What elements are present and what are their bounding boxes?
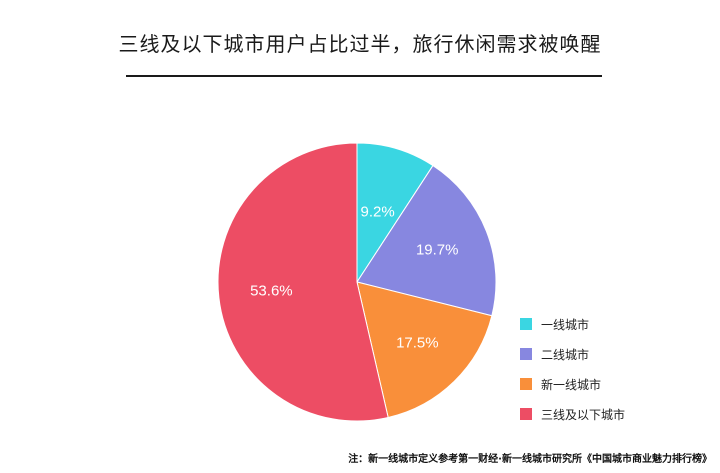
legend-item-tier2: 二线城市 [520,346,625,362]
legend-swatch-tier1 [520,318,532,330]
legend-item-tier1: 一线城市 [520,316,625,332]
slice-value-label: 19.7% [416,241,459,258]
pie-slice [356,281,493,419]
pie-slice [356,164,497,317]
legend-item-tier3-below: 三线及以下城市 [520,406,625,422]
source-note: 注：新一线城市定义参考第一财经·新一线城市研究所《中国城市商业魅力排行榜》 [348,454,712,465]
legend-label-tier3-below: 三线及以下城市 [541,407,626,422]
legend-swatch-tier2 [520,348,532,360]
pie-slice [217,142,389,422]
legend-swatch-tier3-below [520,408,532,420]
slice-value-label: 17.5% [396,334,439,351]
legend-label-tier1: 一线城市 [541,317,590,332]
chart-title: 三线及以下城市用户占比过半，旅行休闲需求被唤醒 [118,32,602,56]
legend-label-new-tier1: 新一线城市 [541,377,602,392]
legend-label-tier2: 二线城市 [541,347,590,362]
slice-value-label: 9.2% [360,204,394,221]
slice-value-label: 53.6% [250,283,293,300]
pie-slice [356,142,434,284]
legend-swatch-new-tier1 [520,378,532,390]
legend: 一线城市 二线城市 新一线城市 三线及以下城市 [520,316,625,436]
title-underline [126,75,602,77]
legend-item-new-tier1: 新一线城市 [520,376,625,392]
